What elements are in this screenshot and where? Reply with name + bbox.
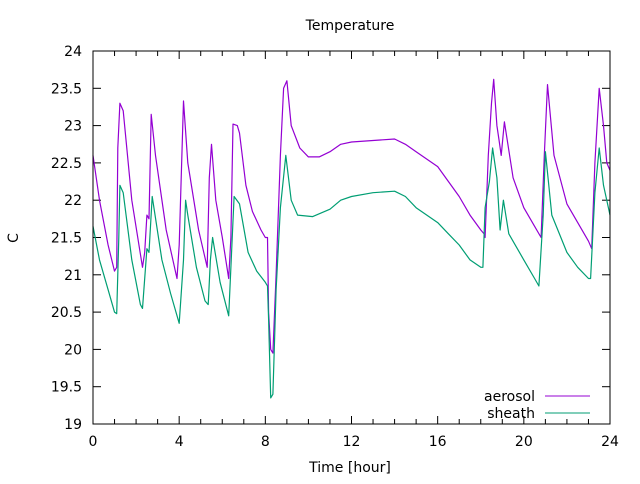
y-tick-label: 22: [64, 193, 82, 209]
series-line-aerosol: [92, 78, 611, 354]
y-tick-label: 23.5: [51, 81, 82, 97]
legend-label-aerosol: aerosol: [484, 389, 535, 405]
x-tick-label: 16: [429, 434, 447, 450]
y-tick-label: 20.5: [51, 305, 82, 321]
axis-ticks: 0 4 8 12 16 20 24 19 19.5 20 20.5 21 21.5 22 22.5 23 23.…: [51, 44, 619, 450]
y-tick-label: 23: [64, 119, 82, 135]
x-tick-label: 20: [515, 434, 533, 450]
legend-label-sheath: sheath: [487, 406, 535, 422]
y-tick-label: 21: [64, 268, 82, 284]
y-tick-label: 20: [64, 342, 82, 358]
y-tick-label: 19: [64, 417, 82, 433]
x-axis-label: Time [hour]: [308, 460, 391, 476]
x-tick-label: 8: [261, 434, 270, 450]
chart-title: Temperature: [305, 18, 395, 34]
plot-frame: [92, 50, 611, 425]
y-tick-label: 24: [64, 44, 82, 60]
x-tick-label: 4: [175, 434, 184, 450]
y-tick-label: 22.5: [51, 156, 82, 172]
y-axis-label: C: [6, 233, 22, 243]
legend: aerosol sheath: [484, 389, 590, 422]
x-tick-label: 12: [343, 434, 361, 450]
y-tick-label: 21.5: [51, 231, 82, 247]
x-tick-label: 24: [601, 434, 619, 450]
y-tick-label: 19.5: [51, 380, 82, 396]
series-line-sheath: [92, 147, 611, 399]
x-tick-label: 0: [89, 434, 98, 450]
series-lines: [92, 78, 611, 399]
